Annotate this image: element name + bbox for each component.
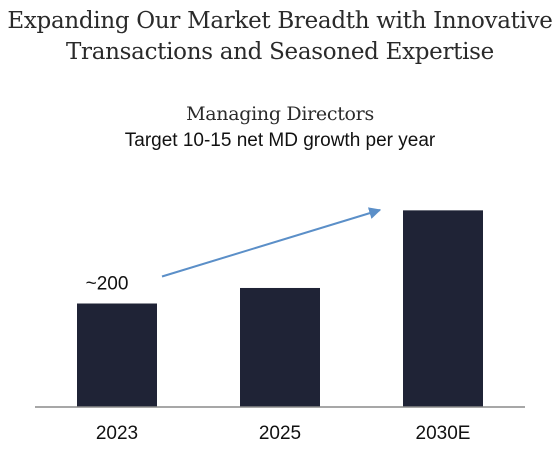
bar-2025 [240,287,320,407]
chart-subtitle: Target 10-15 net MD growth per year [124,130,436,151]
bar-2023 [77,303,157,407]
headline-line-1: Expanding Our Market Breadth with Innova… [7,8,553,34]
bar-2030e [403,210,483,407]
chart-title: Managing Directors [186,103,374,125]
trend-arrow [161,207,382,278]
data-label: ~200 [86,274,129,295]
x-tick-label: 2030E [416,423,471,444]
x-tick-label: 2023 [96,423,138,444]
headline: Expanding Our Market Breadth with Innova… [0,6,560,68]
headline-line-2: Transactions and Seasoned Expertise [66,39,494,65]
x-tick-label: 2025 [259,423,301,444]
